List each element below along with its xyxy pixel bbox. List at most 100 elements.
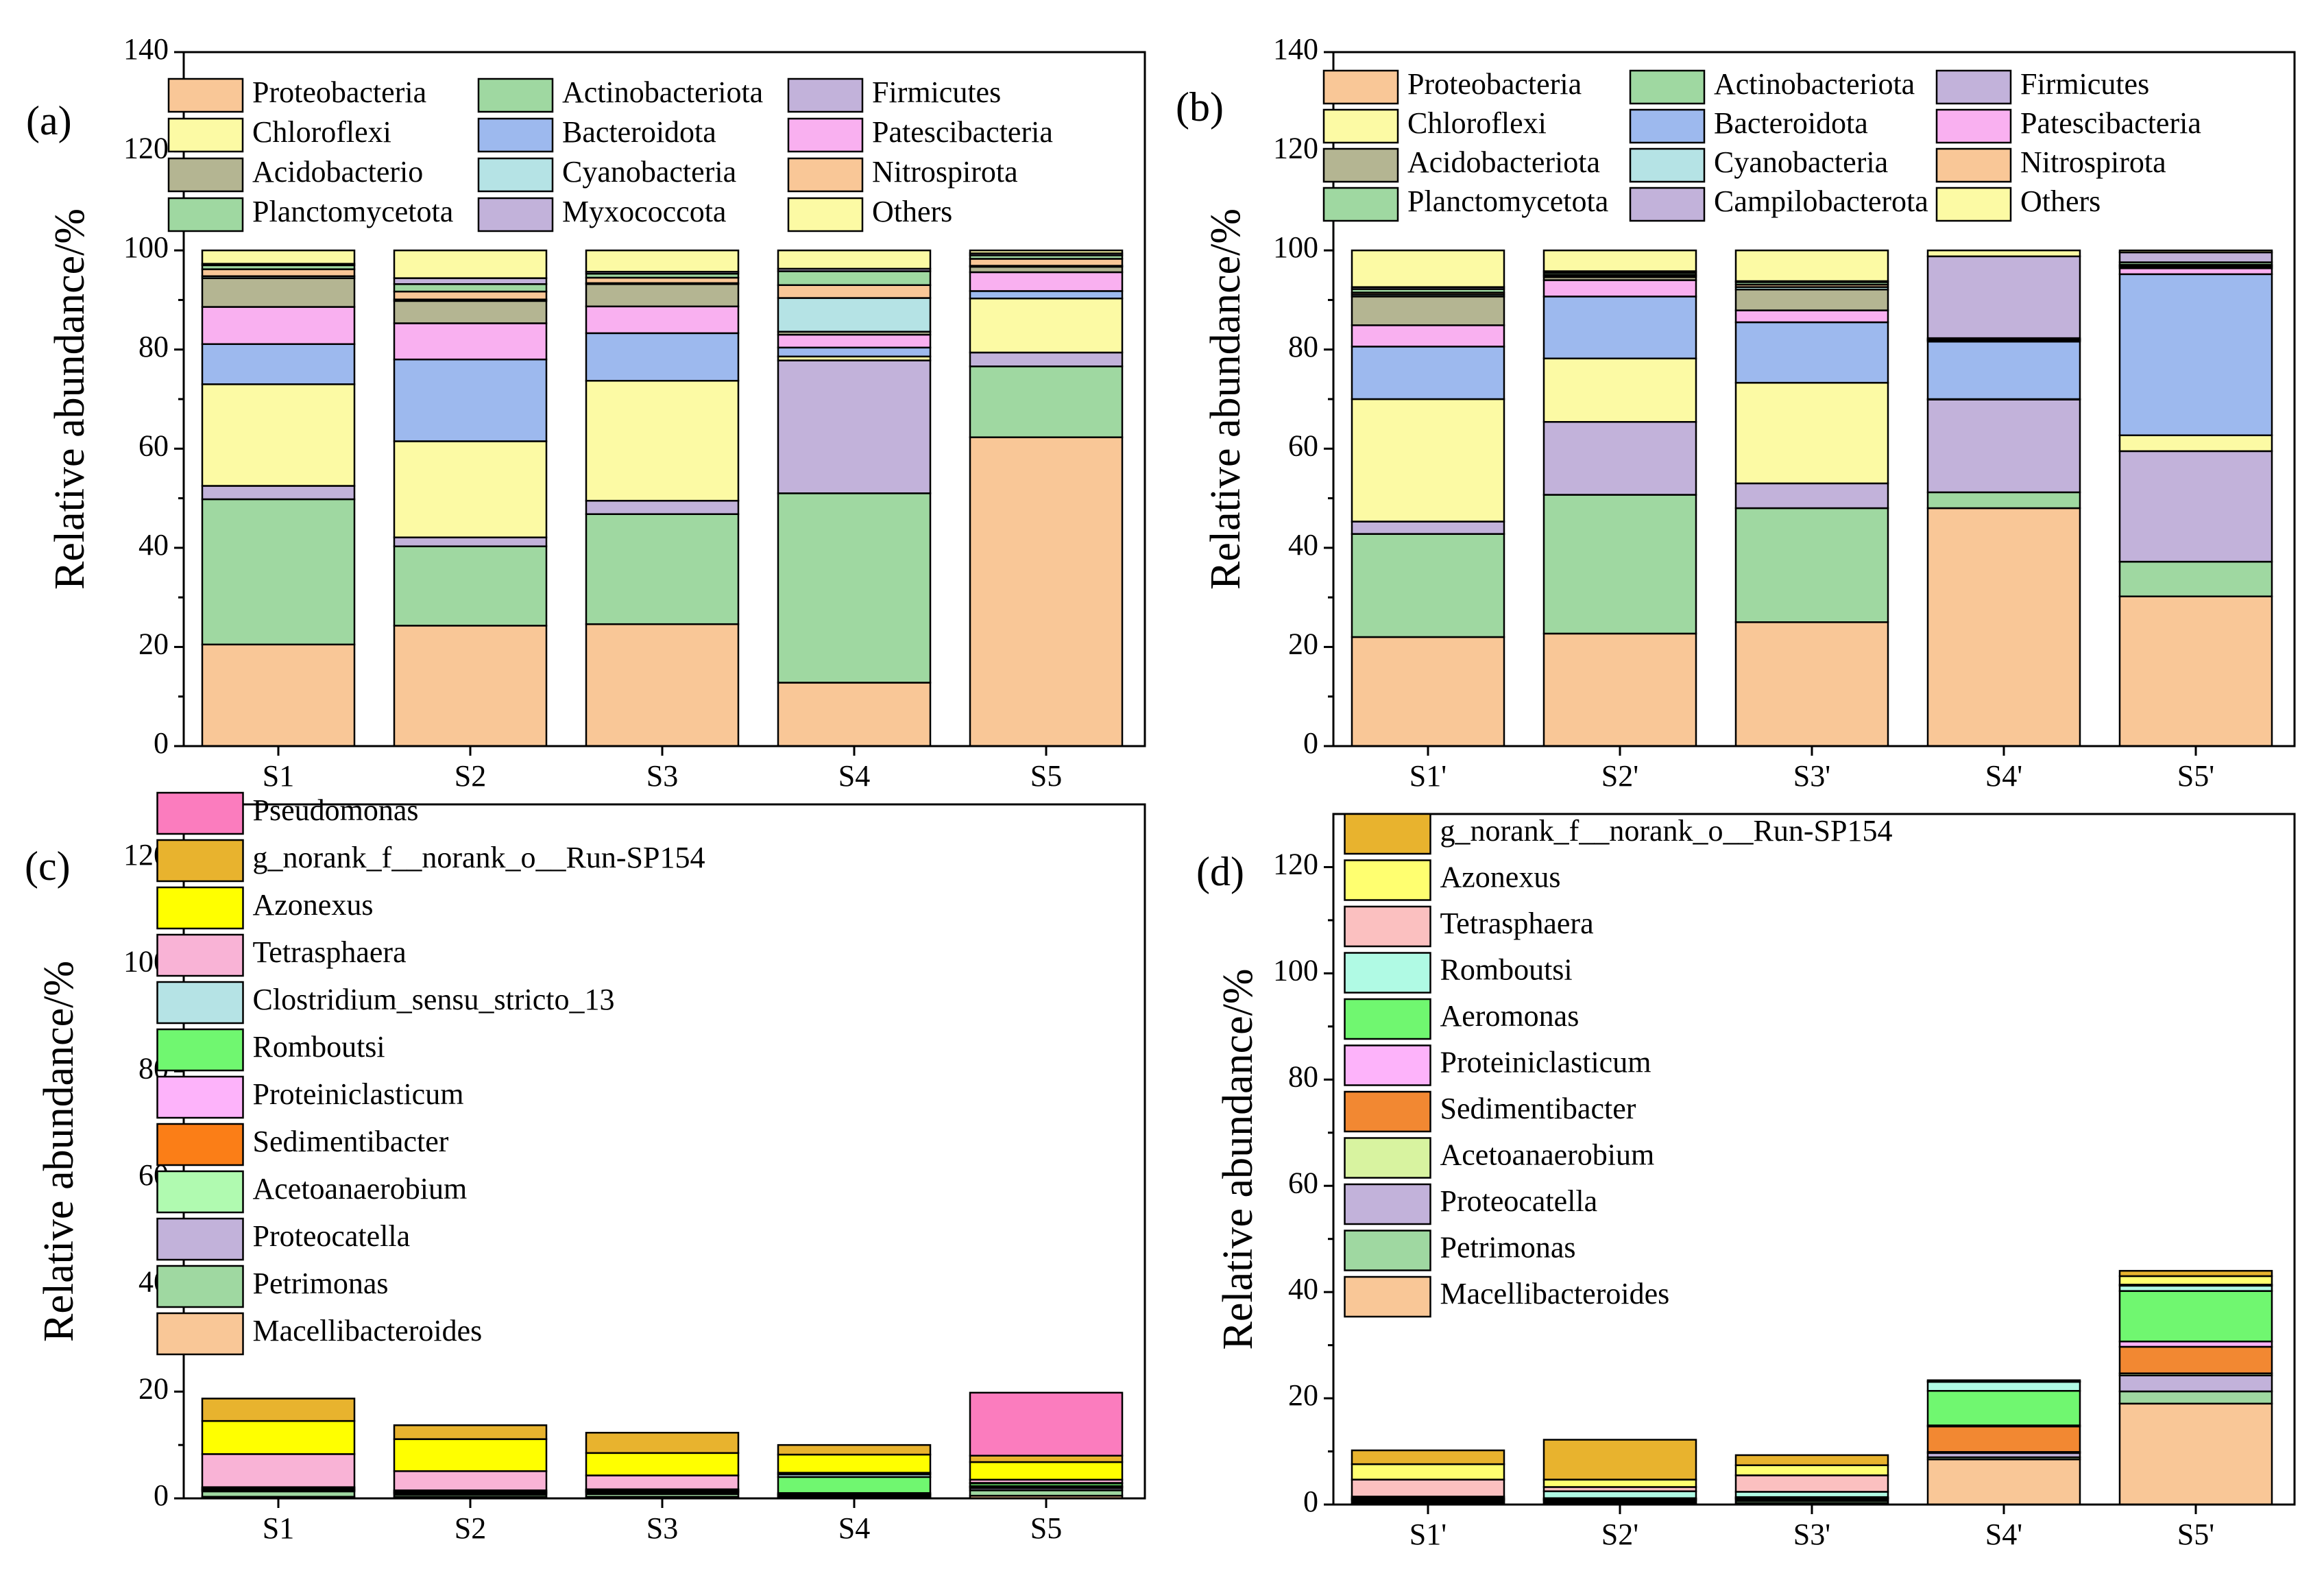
- y-tick-label: 0: [154, 726, 169, 760]
- legend-swatch: [1344, 813, 1431, 855]
- legend-label: Planctomycetota: [1407, 184, 1608, 218]
- bar-segment-S5p-Others: [2118, 249, 2273, 254]
- bar-segment-S5p-Proteocatella: [2118, 1374, 2273, 1393]
- bar-segment-S4-Firmicutes: [777, 359, 932, 494]
- bar-segment-S2-Tetrasphaera: [393, 1470, 548, 1492]
- chart-panel-b: (b) Relative abundance/% 0 20 40 60 80 100 120 14…: [1176, 32, 2296, 793]
- x-tick-label: S4: [838, 1511, 870, 1545]
- bar-segment-S3-Tetrasphaera: [585, 1474, 740, 1491]
- bar-segment-S5p-Proteobacteria: [2118, 595, 2273, 747]
- bar-segment-S1-Acidobacterio: [201, 277, 356, 308]
- y-tick-label: 0: [1303, 726, 1318, 760]
- y-tick-label: 100: [1273, 230, 1318, 264]
- legend-label: Cyanobacteria: [1714, 145, 1888, 179]
- legend-swatch: [1629, 147, 1706, 183]
- legend-swatch: [167, 77, 244, 113]
- bar-segment-S3-Actinobacteriota: [585, 513, 740, 625]
- bar-segment-S3p-Proteobacteria: [1734, 621, 1889, 747]
- x-tick-label: S1: [263, 1511, 294, 1545]
- bar-segment-S1-Chloroflexi: [201, 383, 356, 487]
- y-tick-label: 0: [1303, 1485, 1318, 1518]
- legend-swatch: [1935, 147, 2012, 183]
- legend-label: Actinobacteriota: [562, 75, 763, 109]
- bar-segment-S1-Azonexus: [201, 1420, 356, 1455]
- bar-segment-S5-Chloroflexi: [969, 298, 1124, 354]
- panel-label: (c): [25, 843, 71, 889]
- legend-swatch: [477, 157, 554, 193]
- bar-segment-S3p-Patescibacteria: [1734, 309, 1889, 324]
- x-tick-label: S5: [1030, 1511, 1062, 1545]
- bar-segment-S5p-g_norank_f__norank_o__Run-SP154: [2118, 1269, 2273, 1278]
- legend-label: Chloroflexi: [1407, 106, 1547, 140]
- x-tick-label: S5': [2177, 1518, 2214, 1551]
- legend-label: Proteobacteria: [1407, 67, 1582, 101]
- bar-segment-S4p-Macellibacteroides: [1926, 1458, 2081, 1506]
- bar-segment-S4-Cyanobacteria: [777, 297, 932, 333]
- panel-label: (b): [1176, 84, 1224, 130]
- legend-label: Macellibacteroides: [253, 1314, 483, 1348]
- legend-swatch: [156, 1075, 244, 1119]
- legend-swatch: [477, 77, 554, 113]
- bar-segment-S3-Patescibacteria: [585, 305, 740, 335]
- legend-swatch: [167, 117, 244, 153]
- y-tick-label: 140: [1273, 32, 1318, 66]
- bar-segment-S4-Actinobacteriota: [777, 492, 932, 684]
- legend-label: Cyanobacteria: [562, 155, 736, 189]
- bar-segment-S5p-Petrimonas: [2118, 1390, 2273, 1405]
- bar-segment-S3p-Tetrasphaera: [1734, 1474, 1889, 1493]
- bar-segment-S3p-Firmicutes: [1734, 482, 1889, 510]
- bar-segment-S2p-Chloroflexi: [1542, 357, 1697, 423]
- legend-label: Acetoanaerobium: [253, 1172, 468, 1206]
- y-axis-label: Relative abundance/%: [1215, 968, 1261, 1350]
- bar-segment-S3-Proteobacteria: [585, 623, 740, 747]
- legend-label: Azonexus: [253, 888, 374, 922]
- legend-label: Pseudomonas: [253, 793, 419, 827]
- legend-label: Myxococcota: [562, 195, 726, 228]
- legend-swatch: [1322, 108, 1399, 144]
- bar-segment-S5-g_norank_f__norank_o__Run-SP154: [969, 1454, 1124, 1463]
- legend-swatch: [167, 197, 244, 232]
- legend-label: Petrimonas: [253, 1267, 389, 1300]
- bar-segment-S5-Patescibacteria: [969, 271, 1124, 292]
- y-tick-label: 80: [1288, 1059, 1318, 1093]
- legend-swatch: [156, 1312, 244, 1356]
- legend-swatch: [156, 1028, 244, 1072]
- x-tick-label: S1: [263, 759, 294, 793]
- x-tick-label: S3: [646, 759, 678, 793]
- legend-swatch: [1344, 952, 1431, 994]
- bar-segment-S1-Actinobacteriota: [201, 498, 356, 646]
- x-tick-label: S5': [2177, 759, 2214, 793]
- legend-swatch: [1344, 905, 1431, 948]
- legend-swatch: [1344, 1090, 1431, 1133]
- bar-segment-S3p-Actinobacteriota: [1734, 507, 1889, 623]
- bar-segment-S1p-Tetrasphaera: [1351, 1478, 1505, 1498]
- chart-panel-a: (a) Relative abundance/% 0 20 40 60 80 100 120 14…: [26, 32, 1146, 793]
- y-tick-label: 40: [1288, 528, 1318, 562]
- legend-swatch: [156, 1170, 244, 1214]
- bar-segment-S5p-Macellibacteroides: [2118, 1402, 2273, 1506]
- legend-swatch: [156, 1123, 244, 1166]
- bar-segment-S2-Chloroflexi: [393, 440, 548, 538]
- panel-label: (a): [26, 98, 72, 143]
- y-tick-label: 120: [1273, 132, 1318, 165]
- legend: Proteobacteria Actinobacteriota Firmicutes…: [1322, 67, 2201, 222]
- legend-swatch: [1344, 998, 1431, 1040]
- legend-label: Acidobacteriota: [1407, 145, 1600, 179]
- y-axis-label: Relative abundance/%: [36, 961, 82, 1342]
- legend-swatch: [156, 791, 244, 835]
- legend-label: Nitrospirota: [2020, 145, 2166, 179]
- y-tick-label: 60: [1288, 429, 1318, 462]
- chart-panel-d: (d) Relative abundance/% 0 20 40 60 80 100 120 S1…: [1196, 813, 2296, 1551]
- y-tick-label: 20: [1288, 627, 1318, 661]
- x-tick-label: S5: [1030, 759, 1062, 793]
- legend-label: Romboutsi: [253, 1030, 385, 1064]
- bar-segment-S1p-Patescibacteria: [1351, 324, 1505, 348]
- bar-segment-S2p-Proteobacteria: [1542, 632, 1697, 747]
- bar-segment-S1p-Acidobacteriota: [1351, 296, 1505, 326]
- legend-swatch: [1344, 859, 1431, 901]
- legend-label: Petrimonas: [1440, 1231, 1576, 1265]
- bar-segment-S2-Others: [393, 249, 548, 279]
- bar-segment-S2-Azonexus: [393, 1438, 548, 1472]
- x-tick-label: S1': [1409, 1518, 1447, 1551]
- bar-segment-S4-Proteobacteria: [777, 682, 932, 747]
